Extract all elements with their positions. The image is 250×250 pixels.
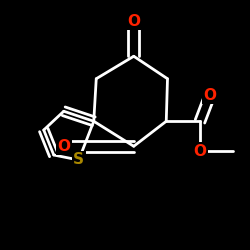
Text: O: O	[194, 144, 206, 159]
Text: O: O	[57, 139, 70, 154]
Text: S: S	[73, 152, 84, 168]
Text: O: O	[127, 14, 140, 29]
Text: O: O	[204, 88, 216, 102]
